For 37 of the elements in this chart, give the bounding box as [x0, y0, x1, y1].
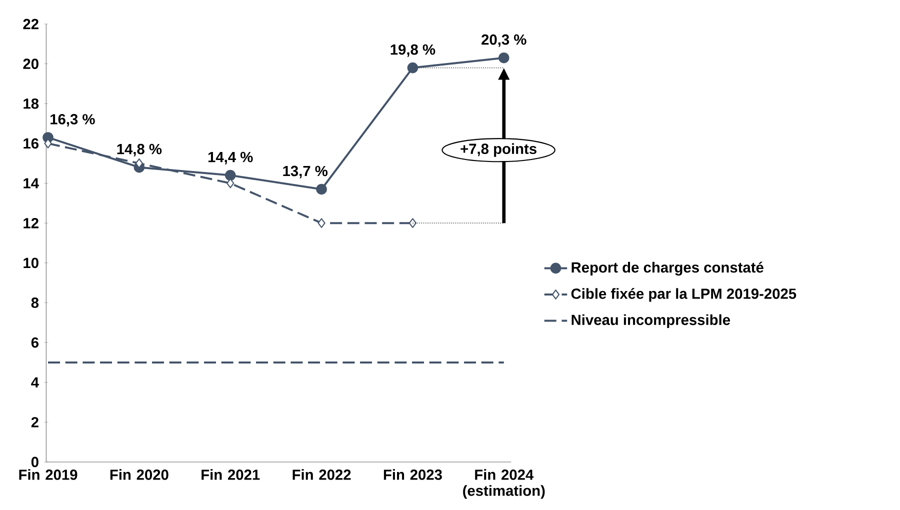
y-tick-label: 4 — [31, 377, 39, 388]
point — [44, 138, 52, 148]
data-label: 14,4 % — [208, 152, 253, 164]
y-tick-label: 2 — [31, 417, 38, 428]
data-label: 16,3 % — [50, 114, 95, 127]
y-tick-label: 14 — [24, 178, 39, 188]
x-tick-label: Fin 2020 — [110, 469, 168, 480]
x-tick-label: Fin 2021 — [202, 469, 260, 480]
y-tick-label: 18 — [24, 98, 39, 109]
y-tick-label: 20 — [23, 58, 38, 70]
point — [318, 218, 326, 228]
x-tick-label: Fin 2023 — [384, 469, 442, 480]
point — [135, 158, 144, 168]
legend-label: Niveau incompressible — [572, 314, 730, 328]
point — [498, 52, 510, 64]
point — [224, 170, 236, 181]
x-tick-label: Fin 2024 (estimation) — [463, 469, 545, 499]
point — [408, 218, 417, 228]
point — [407, 62, 418, 74]
legend-label: Cible fixée par la LPM 2019-2025 — [571, 288, 796, 302]
data-label: 20,3 % — [482, 34, 526, 47]
data-label: 13,7 % — [283, 166, 328, 178]
data-label: 14,8 % — [117, 144, 162, 156]
y-tick-label: 8 — [31, 298, 39, 308]
y-tick-label: 0 — [31, 456, 38, 468]
x-tick-label: Fin 2022 — [292, 469, 351, 480]
y-tick-label: 6 — [31, 337, 39, 348]
y-tick-label: 22 — [23, 18, 38, 30]
x-tick-label: Fin 2019 — [19, 469, 78, 480]
y-tick-label: 16 — [24, 138, 39, 149]
annotation: +7,8 points — [460, 143, 536, 157]
y-tick-label: 10 — [24, 258, 38, 268]
point — [226, 178, 234, 188]
legend-label: Report de charges constaté — [572, 262, 764, 276]
y-tick-label: 12 — [24, 218, 38, 228]
point — [316, 184, 327, 195]
data-label: 19,8 % — [390, 44, 436, 57]
